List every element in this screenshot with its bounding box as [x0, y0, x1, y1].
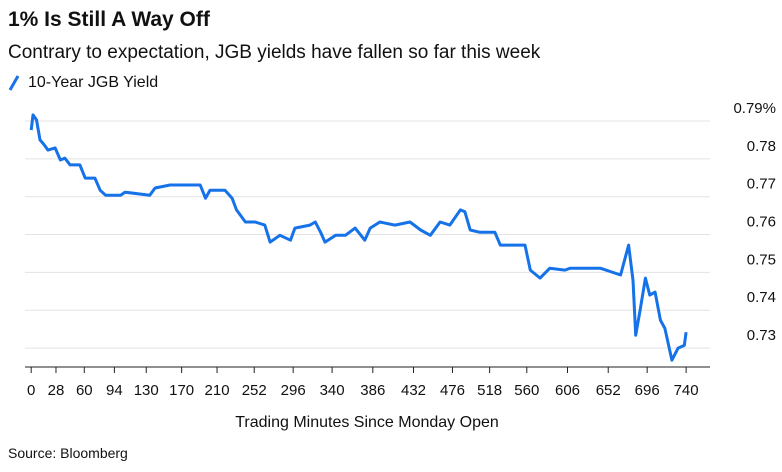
y-tick-label: 0.77: [747, 176, 776, 193]
x-tick-label: 130: [134, 382, 159, 399]
x-tick-label: 386: [360, 382, 385, 399]
legend-swatch: [8, 75, 20, 91]
y-tick-label: 0.78: [747, 138, 776, 155]
x-tick-label: 606: [555, 382, 580, 399]
x-tick-label: 476: [440, 382, 465, 399]
x-tick-label: 560: [514, 382, 539, 399]
x-tick-label: 296: [281, 382, 306, 399]
x-tick-label: 340: [320, 382, 345, 399]
x-tick-label: 652: [596, 382, 621, 399]
chart-subtitle: Contrary to expectation, JGB yields have…: [8, 42, 541, 63]
y-tick-label: 0.73: [747, 327, 776, 344]
x-tick-label: 518: [477, 382, 502, 399]
y-tick-label: 0.76: [747, 214, 776, 231]
y-tick-label: 0.74: [747, 289, 776, 306]
chart-title: 1% Is Still A Way Off: [8, 8, 211, 31]
x-tick-label: 0: [27, 382, 35, 399]
x-tick-label: 60: [76, 382, 93, 399]
source: Source: Bloomberg: [8, 445, 128, 461]
x-tick-label: 432: [401, 382, 426, 399]
y-tick-label: 0.75: [747, 251, 776, 268]
y-tick-label: 0.79%: [733, 100, 776, 117]
x-tick-label: 740: [674, 382, 699, 399]
x-tick-label: 28: [48, 382, 65, 399]
legend-label: 10-Year JGB Yield: [28, 74, 158, 91]
x-tick-label: 696: [635, 382, 660, 399]
x-tick-label: 210: [205, 382, 230, 399]
series-line: [29, 113, 688, 362]
x-tick-label: 170: [169, 382, 194, 399]
x-tick-label: 94: [106, 382, 123, 399]
x-axis-label: Trading Minutes Since Monday Open: [235, 414, 499, 431]
x-tick-label: 252: [242, 382, 267, 399]
